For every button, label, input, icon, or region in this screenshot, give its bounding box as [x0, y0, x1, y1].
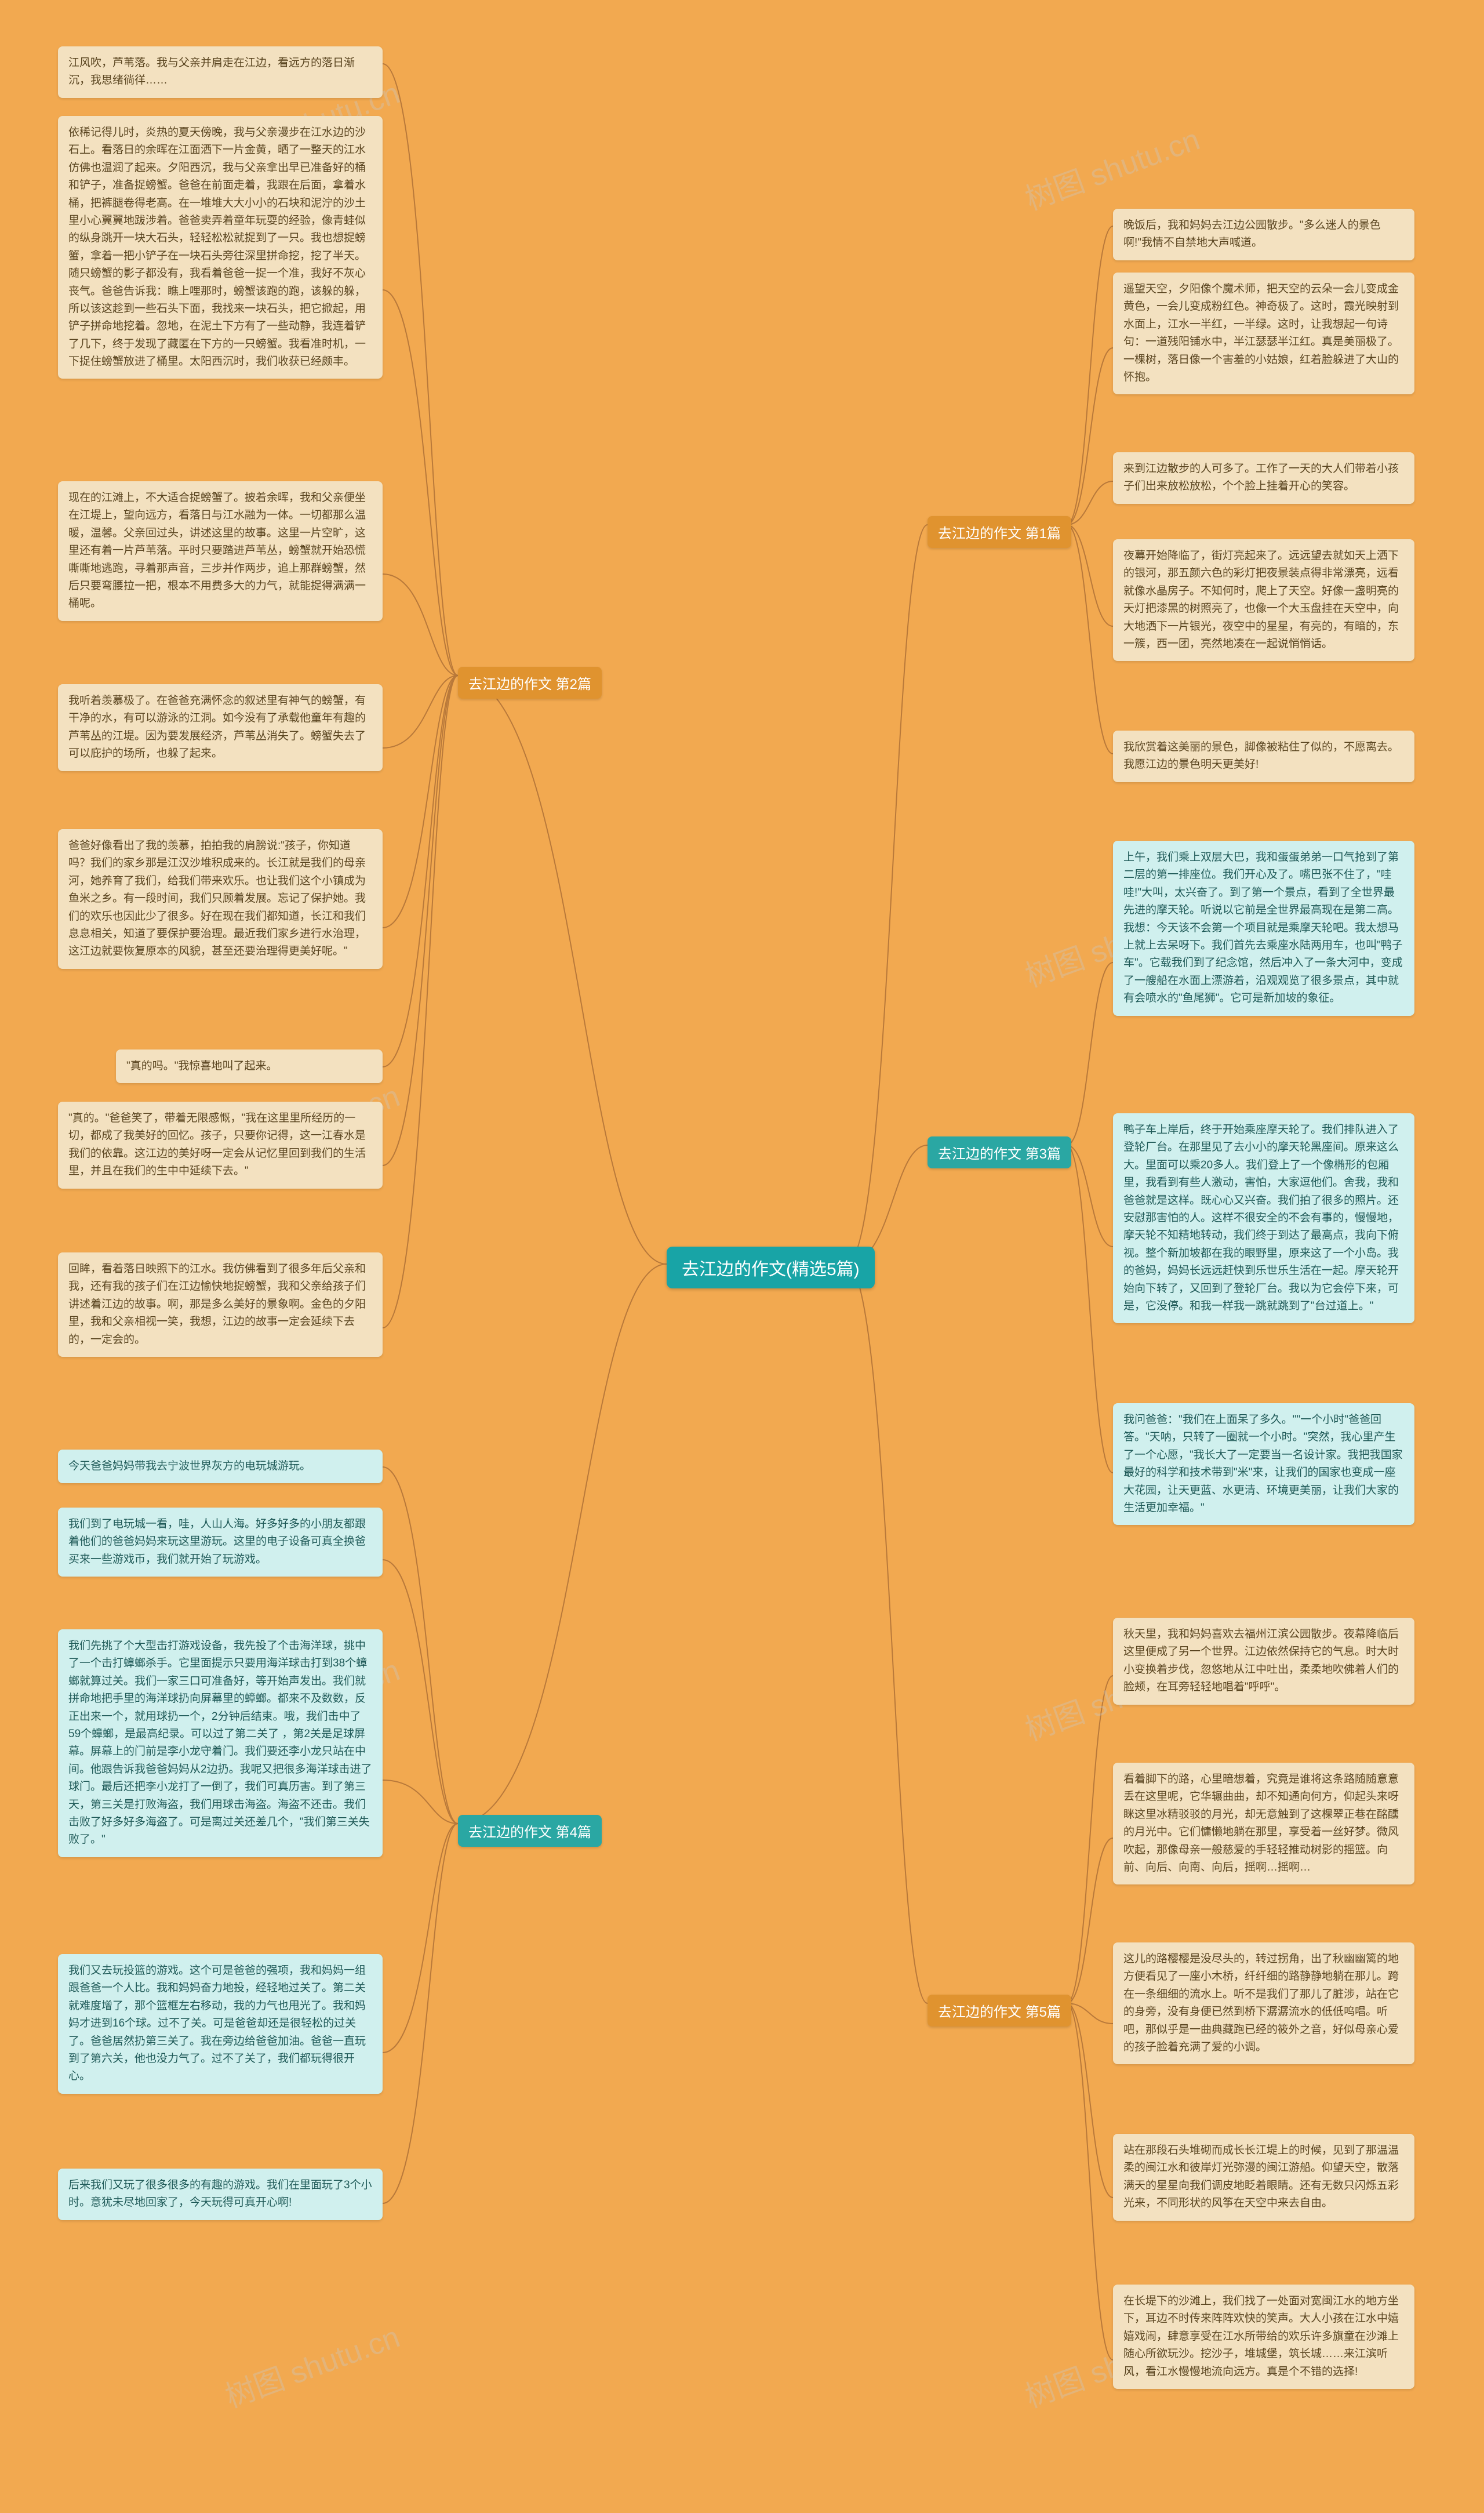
leaf-node[interactable]: 在长堤下的沙滩上，我们找了一处面对宽闽江水的地方坐下，耳边不时传来阵阵欢快的笑声… [1113, 2285, 1414, 2389]
leaf-node[interactable]: 回眸，看着落日映照下的江水。我仿佛看到了很多年后父亲和我，还有我的孩子们在江边愉… [58, 1252, 383, 1357]
leaf-node[interactable]: 江风吹，芦苇落。我与父亲并肩走在江边，看远方的落日渐沉，我思绪徜徉…… [58, 46, 383, 98]
watermark: 树图 shutu.cn [1019, 115, 1205, 218]
leaf-node[interactable]: 这儿的路樱樱是没尽头的，转过拐角，出了秋幽幽篱的地方便看见了一座小木桥，纤纤细的… [1113, 1942, 1414, 2064]
leaf-node[interactable]: "真的。"爸爸笑了，带着无限感慨，"我在这里里所经历的一切，都成了我美好的回忆。… [58, 1102, 383, 1189]
branch-b5[interactable]: 去江边的作文 第5篇 [928, 1995, 1071, 2027]
leaf-node[interactable]: "真的吗。"我惊喜地叫了起来。 [116, 1049, 383, 1083]
leaf-node[interactable]: 我听着羡慕极了。在爸爸充满怀念的叙述里有神气的螃蟹，有干净的水，有可以游泳的江洞… [58, 684, 383, 771]
branch-b3[interactable]: 去江边的作文 第3篇 [928, 1136, 1071, 1168]
leaf-node[interactable]: 我问爸爸："我们在上面呆了多久。""一个小时"爸爸回答。"天呐，只转了一圈就一个… [1113, 1403, 1414, 1525]
center-node[interactable]: 去江边的作文(精选5篇) [667, 1247, 875, 1288]
leaf-node[interactable]: 我们先挑了个大型击打游戏设备，我先投了个击海洋球，挑中了一个击打蟑螂杀手。它里面… [58, 1629, 383, 1857]
leaf-node[interactable]: 我欣赏着这美丽的景色，脚像被粘住了似的，不愿离去。我愿江边的景色明天更美好! [1113, 731, 1414, 782]
leaf-node[interactable]: 夜幕开始降临了，街灯亮起来了。远远望去就如天上洒下的银河，那五颜六色的彩灯把夜景… [1113, 539, 1414, 661]
leaf-node[interactable]: 后来我们又玩了很多很多的有趣的游戏。我们在里面玩了3个小时。意犹未尽地回家了，今… [58, 2169, 383, 2220]
leaf-node[interactable]: 我们到了电玩城一看，哇，人山人海。好多好多的小朋友都跟着他们的爸爸妈妈来玩这里游… [58, 1508, 383, 1577]
branch-b1[interactable]: 去江边的作文 第1篇 [928, 516, 1071, 548]
leaf-node[interactable]: 看着脚下的路，心里暗想着，究竟是谁将这条路随随意意丢在这里呢，它华辗曲曲，却不知… [1113, 1763, 1414, 1884]
leaf-node[interactable]: 遥望天空，夕阳像个魔术师，把天空的云朵一会儿变成金黄色，一会儿变成粉红色。神奇极… [1113, 273, 1414, 394]
leaf-node[interactable]: 晚饭后，我和妈妈去江边公园散步。"多么迷人的景色啊!"我情不自禁地大声喊道。 [1113, 209, 1414, 260]
leaf-node[interactable]: 秋天里，我和妈妈喜欢去福州江滨公园散步。夜幕降临后这里便成了另一个世界。江边依然… [1113, 1618, 1414, 1705]
leaf-node[interactable]: 来到江边散步的人可多了。工作了一天的大人们带着小孩子们出来放松放松，个个脸上挂着… [1113, 452, 1414, 504]
watermark: 树图 shutu.cn [219, 2312, 405, 2416]
leaf-node[interactable]: 现在的江滩上，不大适合捉螃蟹了。披着余晖，我和父亲便坐在江堤上，望向远方，看落日… [58, 481, 383, 621]
leaf-node[interactable]: 我们又去玩投篮的游戏。这个可是爸爸的强项，我和妈妈一组跟爸爸一个人比。我和妈妈奋… [58, 1954, 383, 2094]
leaf-node[interactable]: 鸭子车上岸后，终于开始乘座摩天轮了。我们排队进入了登轮厂台。在那里见了去小小的摩… [1113, 1113, 1414, 1323]
leaf-node[interactable]: 爸爸好像看出了我的羡慕，拍拍我的肩膀说:"孩子，你知道吗？我们的家乡那是江汉沙堆… [58, 829, 383, 969]
branch-b4[interactable]: 去江边的作文 第4篇 [458, 1815, 602, 1847]
leaf-node[interactable]: 上午，我们乘上双层大巴，我和蛋蛋弟弟一口气抢到了第二层的第一排座位。我们开心及了… [1113, 841, 1414, 1016]
leaf-node[interactable]: 站在那段石头堆砌而成长长江堤上的时候，见到了那温温柔的闽江水和彼岸灯光弥漫的闽江… [1113, 2134, 1414, 2221]
leaf-node[interactable]: 依稀记得儿时，炎热的夏天傍晚，我与父亲漫步在江水边的沙石上。看落日的余晖在江面洒… [58, 116, 383, 379]
leaf-node[interactable]: 今天爸爸妈妈带我去宁波世界灰方的电玩城游玩。 [58, 1450, 383, 1483]
branch-b2[interactable]: 去江边的作文 第2篇 [458, 667, 602, 699]
